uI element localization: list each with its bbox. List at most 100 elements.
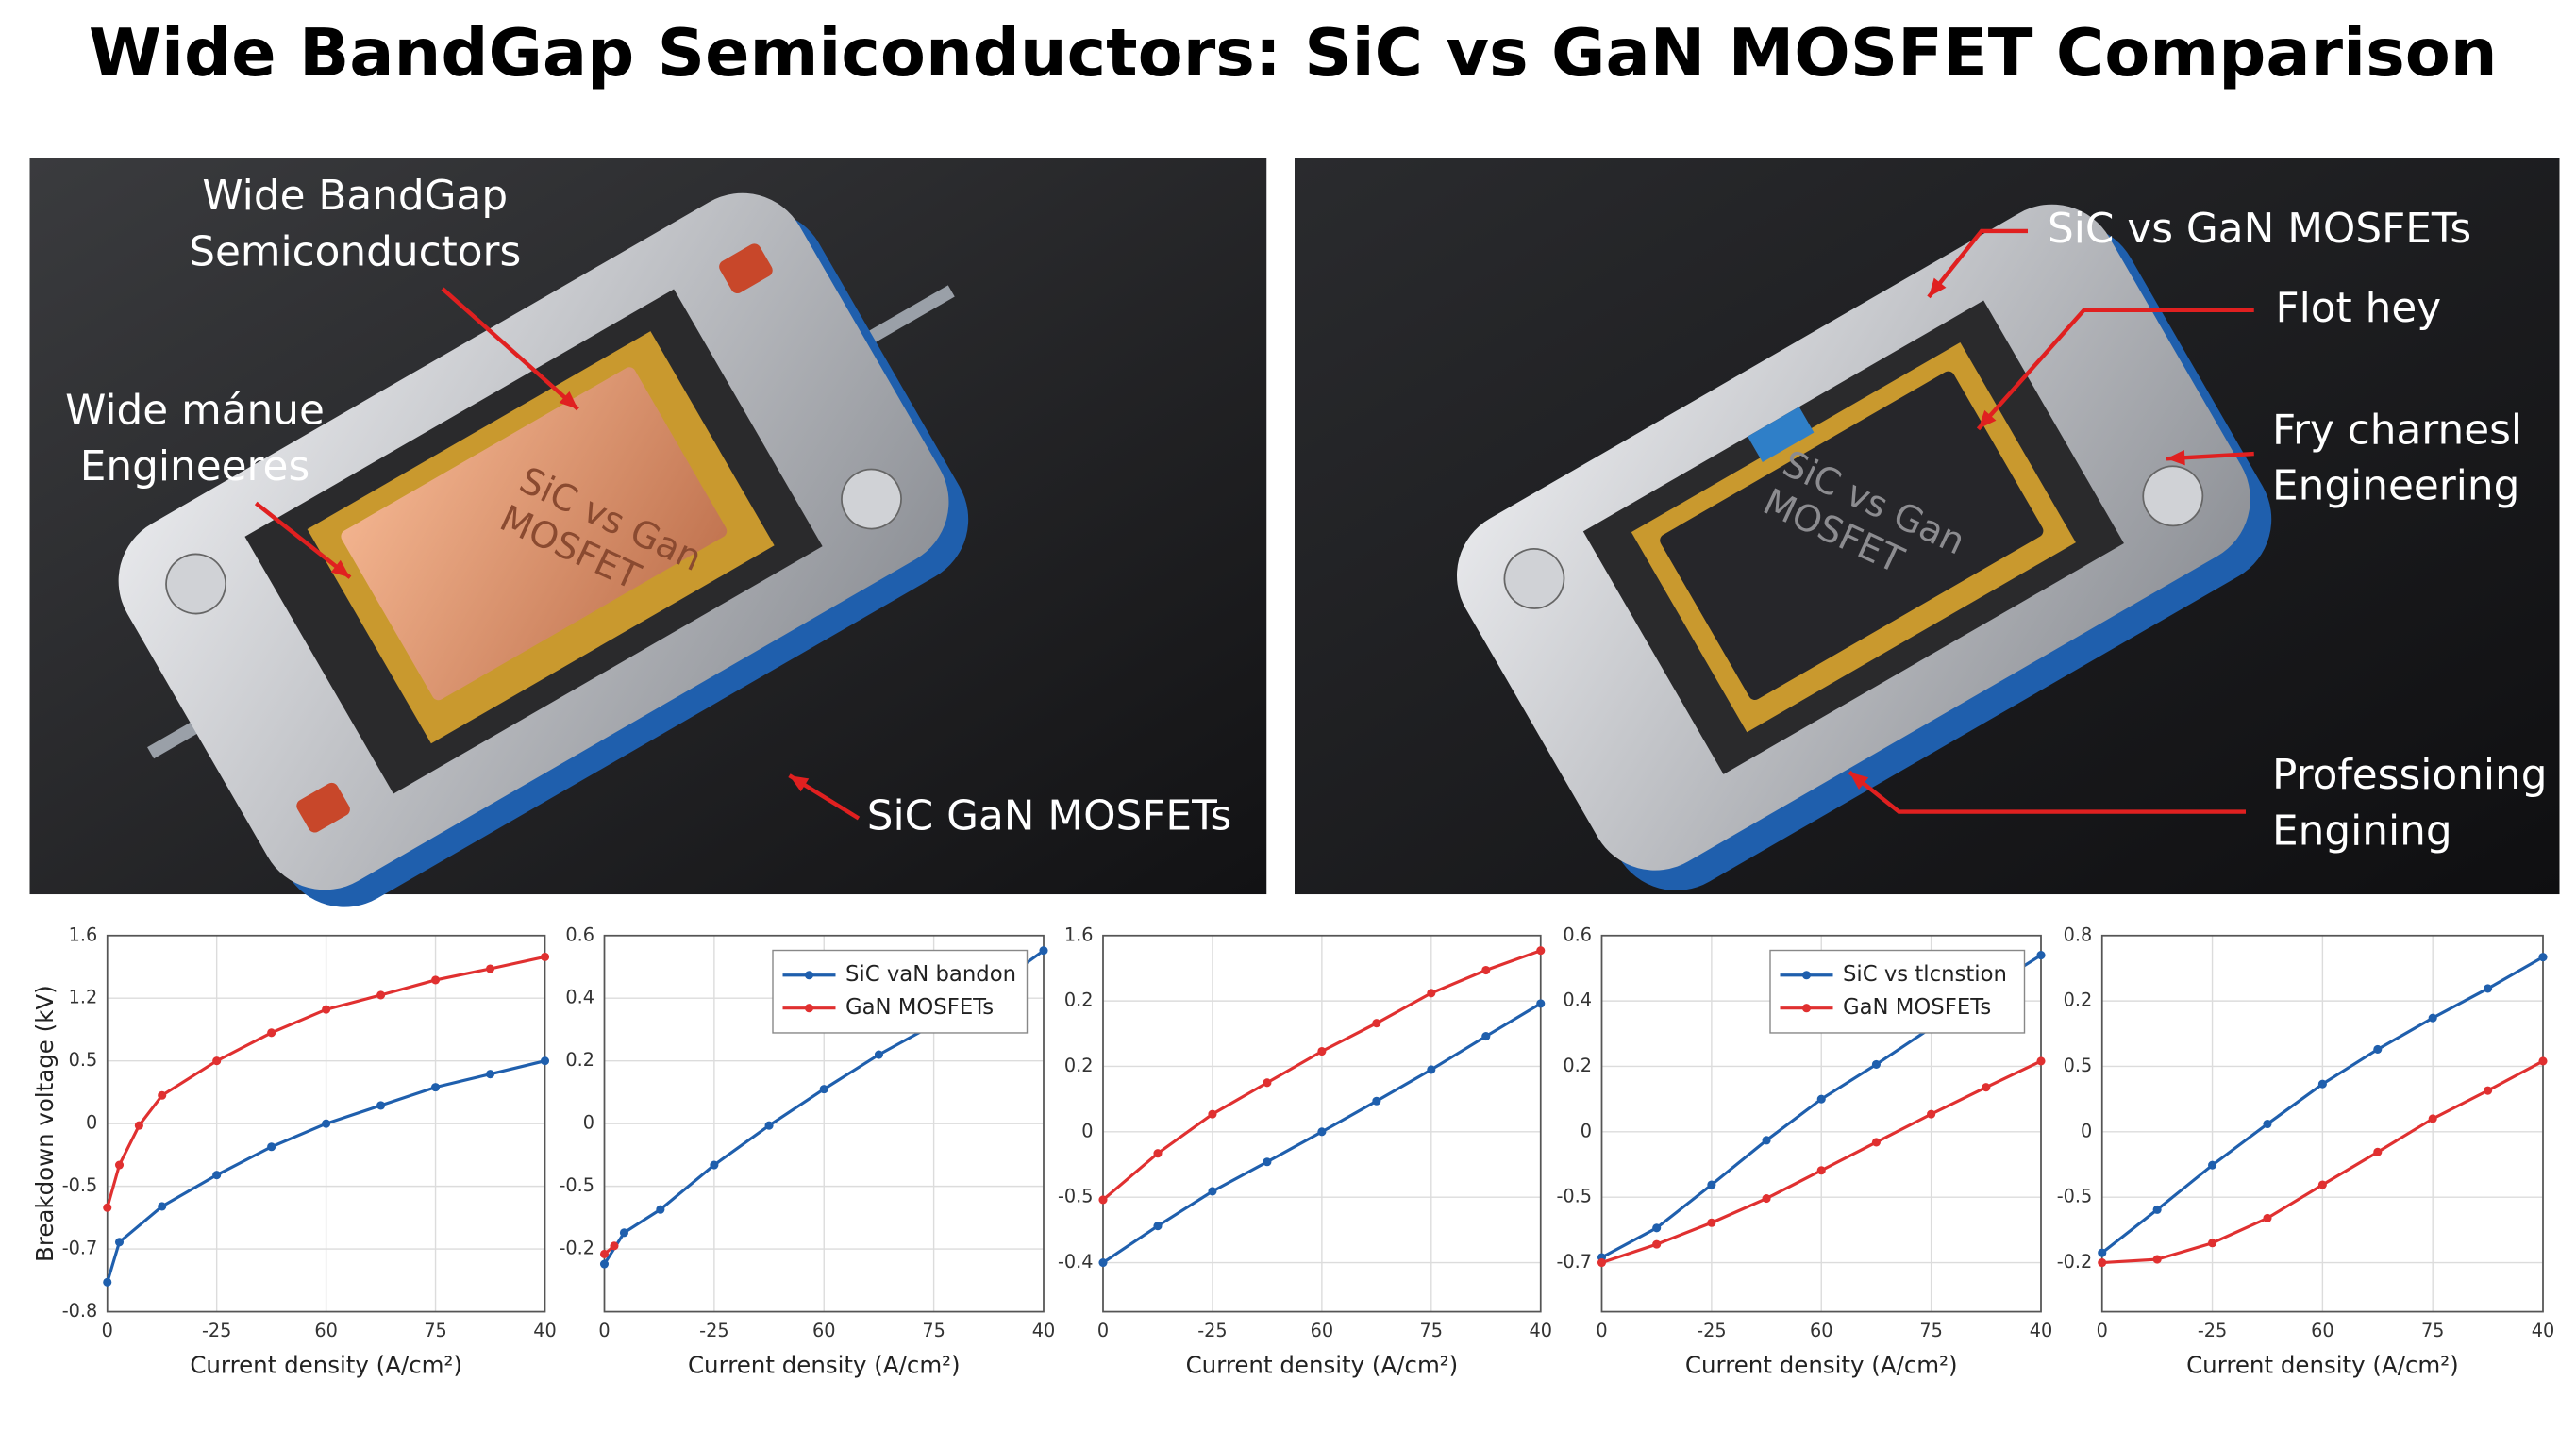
data-point [1427,989,1436,998]
data-point [1927,1109,1936,1119]
x-tick-label: 40 [533,1320,556,1341]
y-tick-label: -0.5 [1058,1186,1094,1207]
data-point [1536,946,1546,956]
y-tick-label: 0.2 [1064,1055,1094,1076]
arrow-head [559,391,578,409]
arrow-head [789,775,810,792]
x-tick-label: 0 [1596,1320,1607,1341]
x-tick-label: 75 [424,1320,446,1341]
axes-frame [603,934,1045,1313]
data-point [1597,1258,1607,1268]
y-tick-label: 1.6 [69,923,98,945]
x-tick-label: 40 [1032,1320,1055,1341]
data-point [656,1205,665,1214]
x-tick-label: 0 [598,1320,610,1341]
data-point [764,1121,774,1130]
device-right [1456,204,2272,890]
data-point [1208,1109,1217,1119]
legend-label: SiC vaN bandon [845,962,1016,987]
data-point [2428,1114,2437,1123]
y-tick-label: -0.5 [62,1174,98,1196]
data-point [2317,1079,2327,1089]
x-tick-label: 40 [2030,1320,2052,1341]
data-point [322,1119,331,1128]
callout-arrow [441,287,579,411]
data-point [1427,1065,1436,1074]
callout-text: Engineeres [80,442,309,491]
data-point [1762,1136,1771,1145]
y-tick-label: -0.5 [559,1174,594,1196]
x-tick-label: 75 [1420,1320,1443,1341]
x-tick-label: -25 [1197,1320,1227,1341]
black-chip [1660,371,2044,700]
y-tick-label: 0.5 [2064,1055,2093,1076]
arrow-head [330,559,350,578]
data-point [2098,1248,2107,1257]
data-point [540,1056,550,1066]
x-tick-label: 60 [1810,1320,1832,1341]
screw [165,553,226,615]
x-tick-label: -25 [699,1320,728,1341]
arrow-head [1929,277,1947,297]
y-tick-label: -0.2 [559,1238,594,1259]
x-tick-label: -25 [2198,1320,2227,1341]
y-tick-label: 0.2 [1064,990,1094,1011]
x-axis-label: Current density (A/cm²) [1685,1351,1958,1378]
legend-box [1769,949,2026,1034]
x-tick-label: 0 [102,1320,113,1341]
data-point [134,1121,143,1130]
data-point [376,990,386,1000]
legend-marker [1801,971,1812,980]
data-point [1481,965,1491,975]
data-point [2263,1119,2272,1129]
y-tick-label: 0.4 [565,987,594,1008]
callout-text: Semiconductors [189,227,521,275]
data-point [540,952,550,961]
data-point [2484,984,2493,993]
copper-chip [341,367,728,701]
x-tick-label: -25 [1697,1320,1726,1341]
data-point [1652,1223,1662,1233]
callout-text: Engineering [2272,462,2519,510]
data-point [2098,1258,2107,1268]
data-point [2373,1147,2383,1156]
y-tick-label: -0.7 [1556,1251,1592,1272]
x-tick-label: 60 [314,1320,337,1341]
data-point [267,1028,276,1038]
x-tick-label: 60 [1311,1320,1333,1341]
callout-text: Professioning [2272,751,2547,799]
data-point [212,1056,222,1066]
data-point [619,1228,628,1238]
y-tick-label: 0 [1581,1120,1592,1141]
x-tick-label: 40 [2532,1320,2554,1341]
arrow-head [1978,409,1997,429]
data-point [2036,1056,2046,1066]
y-tick-label: 0 [583,1112,594,1134]
data-point [1098,1258,1108,1268]
data-point [1536,999,1546,1008]
y-tick-label: 0 [2081,1120,2092,1141]
y-tick-label: 0.6 [1563,923,1592,945]
axes-frame [1102,934,1542,1313]
x-tick-label: 75 [2421,1320,2444,1341]
data-point [1263,1078,1272,1088]
y-axis-label: Breakdown voltage (kV) [31,985,59,1262]
legend-marker [804,971,814,980]
y-tick-label: 0.8 [2064,923,2093,945]
capacitor [719,243,773,294]
data-point [1372,1096,1381,1106]
x-axis-label: Current density (A/cm²) [2186,1351,2459,1378]
data-point [114,1160,125,1170]
callout-arrow [254,501,352,579]
data-point [599,1249,610,1258]
data-point [2036,951,2046,960]
data-point [2152,1255,2162,1264]
legend-marker [1801,1004,1812,1013]
y-tick-label: -0.8 [62,1300,98,1322]
x-tick-label: 75 [1919,1320,1942,1341]
y-tick-label: -0.5 [1556,1186,1592,1207]
legend-marker [804,1004,814,1013]
y-tick-label: 0 [1081,1120,1093,1141]
